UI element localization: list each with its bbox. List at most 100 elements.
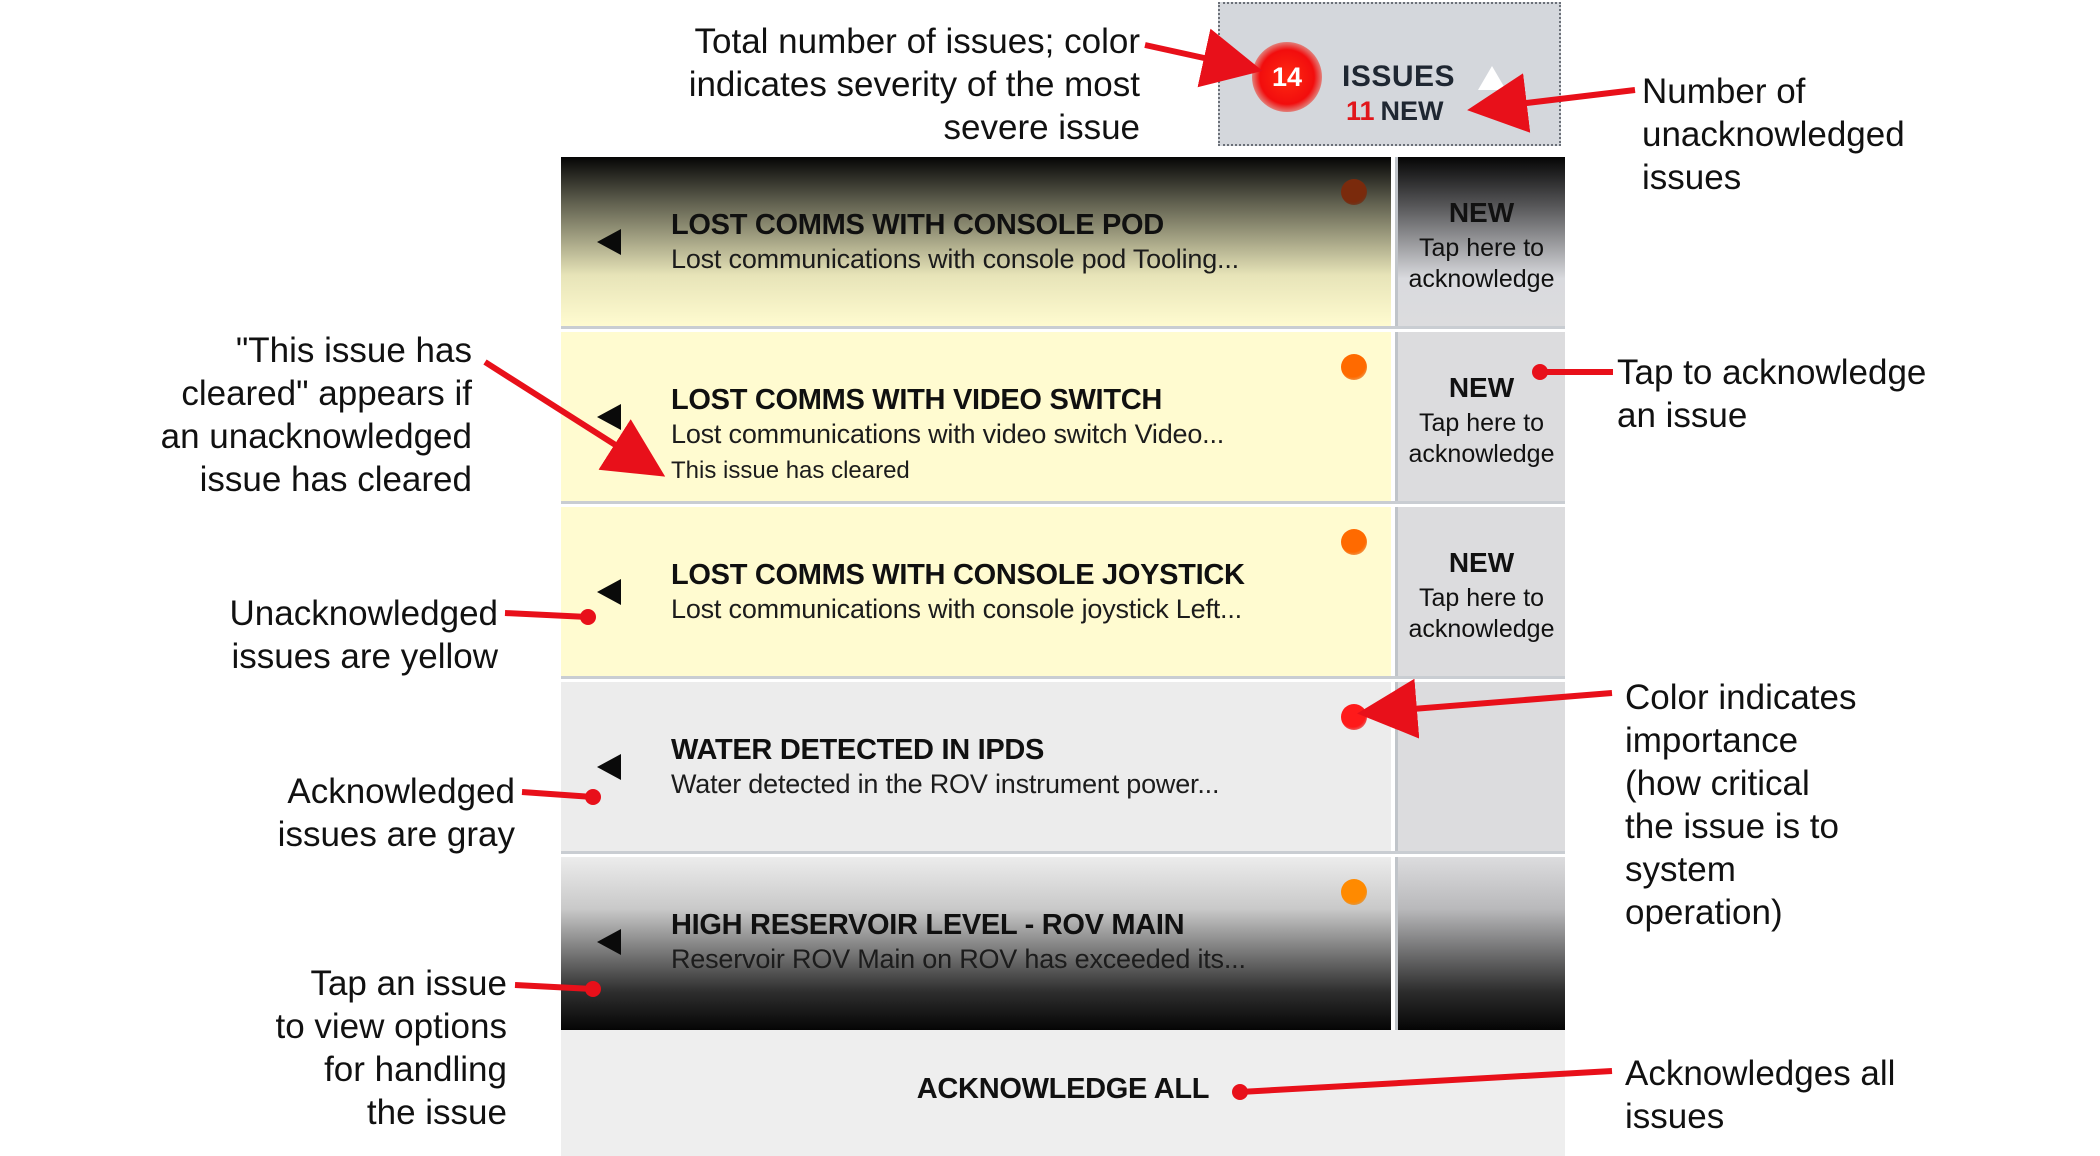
- issue-title: LOST COMMS WITH VIDEO SWITCH: [671, 384, 1163, 416]
- arrow-to-issue-row: [514, 982, 594, 992]
- severity-dot-icon: [1341, 354, 1367, 380]
- callout-line: to view options: [275, 1007, 507, 1046]
- callout-yellow-issues: Unacknowledged issues are yellow: [100, 592, 498, 678]
- issue-description: Lost communications with video switch Vi…: [671, 419, 1225, 449]
- callout-line: (how critical: [1625, 764, 1810, 803]
- issue-row-main[interactable]: LOST COMMS WITH CONSOLE POD Lost communi…: [561, 157, 1391, 326]
- issue-row: HIGH RESERVOIR LEVEL - ROV MAIN Reservoi…: [561, 857, 1565, 1030]
- callout-issue-cleared: "This issue has cleared" appears if an u…: [100, 329, 472, 501]
- callout-total-issues: Total number of issues; color indicates …: [600, 20, 1140, 149]
- callout-acknowledge-all: Acknowledges all issues: [1625, 1052, 2045, 1138]
- callout-line: indicates severity of the most: [688, 65, 1140, 104]
- ack-new-label: NEW: [1448, 547, 1515, 578]
- arrow-dot: [1532, 364, 1548, 380]
- callout-line: for handling: [324, 1050, 507, 1089]
- callout-color-importance: Color indicates importance (how critical…: [1625, 676, 2045, 934]
- issue-description: Reservoir ROV Main on ROV has exceeded i…: [671, 944, 1246, 974]
- acknowledge-button[interactable]: NEW Tap here to acknowledge: [1395, 332, 1565, 501]
- callout-line: Total number of issues; color: [694, 22, 1140, 61]
- callout-line: the issue is to: [1625, 807, 1839, 846]
- callout-line: Color indicates: [1625, 678, 1857, 717]
- callout-line: importance: [1625, 721, 1799, 760]
- issue-count-badge: 14: [1252, 42, 1322, 112]
- issue-row: LOST COMMS WITH CONSOLE POD Lost communi…: [561, 157, 1565, 329]
- ack-hint: Tap here to acknowledge: [1398, 583, 1565, 645]
- callout-tap-to-acknowledge: Tap to acknowledge an issue: [1617, 351, 2057, 437]
- callout-line: Number of: [1642, 72, 1806, 111]
- ack-hint-line: acknowledge: [1408, 615, 1555, 643]
- new-count: 11 NEW: [1346, 96, 1444, 127]
- acknowledge-all-button[interactable]: ACKNOWLEDGE ALL: [561, 1030, 1565, 1156]
- callout-line: an unacknowledged: [160, 417, 472, 456]
- left-arrow-icon: [597, 229, 621, 255]
- severity-dot-icon: [1341, 179, 1367, 205]
- callout-line: cleared" appears if: [181, 374, 472, 413]
- callout-line: issues: [1642, 158, 1742, 197]
- arrow-to-severity-dot: [1357, 678, 1613, 739]
- ack-hint: Tap here to acknowledge: [1398, 408, 1565, 470]
- issue-title: LOST COMMS WITH CONSOLE JOYSTICK: [671, 559, 1245, 591]
- acknowledge-button[interactable]: NEW Tap here to acknowledge: [1395, 507, 1565, 676]
- callout-line: the issue: [366, 1093, 507, 1132]
- ack-hint-line: Tap here to: [1418, 584, 1545, 612]
- issue-title: WATER DETECTED IN IPDS: [671, 734, 1045, 766]
- ack-new-label: NEW: [1448, 372, 1515, 403]
- arrow-to-gray-issue: [521, 789, 594, 800]
- ack-hint-line: acknowledge: [1408, 440, 1555, 468]
- arrow-dot: [585, 981, 601, 997]
- callout-line: Tap to acknowledge: [1617, 353, 1927, 392]
- issue-row-main[interactable]: LOST COMMS WITH VIDEO SWITCH Lost commun…: [561, 332, 1391, 501]
- issue-description: Lost communications with console joystic…: [671, 594, 1242, 624]
- issue-list-panel: LOST COMMS WITH CONSOLE POD Lost communi…: [561, 157, 1565, 1156]
- issue-description: Water detected in the ROV instrument pow…: [671, 769, 1220, 799]
- issue-title: HIGH RESERVOIR LEVEL - ROV MAIN: [671, 909, 1185, 941]
- ack-hint-line: acknowledge: [1408, 265, 1555, 293]
- callout-line: an issue: [1617, 396, 1748, 435]
- issue-row: LOST COMMS WITH VIDEO SWITCH Lost commun…: [561, 332, 1565, 504]
- callout-line: unacknowledged: [1642, 115, 1905, 154]
- issue-cleared-text: This issue has cleared: [671, 457, 910, 484]
- left-arrow-icon: [597, 754, 621, 780]
- new-count-number: 11: [1346, 96, 1375, 126]
- callout-line: "This issue has: [235, 331, 472, 370]
- arrow-to-new-count: [1467, 73, 1636, 133]
- left-arrow-icon: [597, 929, 621, 955]
- callout-gray-issues: Acknowledged issues are gray: [100, 770, 515, 856]
- arrow-to-issue-badge: [1144, 28, 1263, 88]
- issue-row: WATER DETECTED IN IPDS Water detected in…: [561, 682, 1565, 854]
- severity-dot-icon: [1341, 879, 1367, 905]
- issue-row-main[interactable]: HIGH RESERVOIR LEVEL - ROV MAIN Reservoi…: [561, 857, 1391, 1030]
- callout-line: issue has cleared: [199, 460, 472, 499]
- arrow-to-acknowledge-all: [1239, 1068, 1613, 1095]
- callout-line: issues are gray: [277, 815, 515, 854]
- severity-dot-icon: [1341, 529, 1367, 555]
- ack-hint-line: Tap here to: [1418, 409, 1545, 437]
- callout-line: Tap an issue: [310, 964, 507, 1003]
- callout-tap-issue: Tap an issue to view options for handlin…: [100, 962, 507, 1134]
- callout-line: Acknowledged: [287, 772, 515, 811]
- acknowledged-cell: [1395, 857, 1565, 1030]
- callout-line: Acknowledges all: [1625, 1054, 1896, 1093]
- ack-hint-line: Tap here to: [1418, 234, 1545, 262]
- issue-row-main[interactable]: WATER DETECTED IN IPDS Water detected in…: [561, 682, 1391, 851]
- issue-description: Lost communications with console pod Too…: [671, 244, 1239, 274]
- callout-unacknowledged-count: Number of unacknowledged issues: [1642, 70, 2042, 199]
- arrow-to-yellow-issue: [504, 610, 589, 620]
- callout-line: Unacknowledged: [229, 594, 498, 633]
- callout-line: operation): [1625, 893, 1783, 932]
- acknowledge-button[interactable]: NEW Tap here to acknowledge: [1395, 157, 1565, 326]
- arrow-dot: [1232, 1084, 1248, 1100]
- issue-row-main[interactable]: LOST COMMS WITH CONSOLE JOYSTICK Lost co…: [561, 507, 1391, 676]
- issue-row: LOST COMMS WITH CONSOLE JOYSTICK Lost co…: [561, 507, 1565, 679]
- callout-line: system: [1625, 850, 1736, 889]
- callout-line: issues are yellow: [231, 637, 499, 676]
- new-count-label: NEW: [1380, 96, 1444, 126]
- left-arrow-icon: [597, 579, 621, 605]
- callout-line: severe issue: [943, 108, 1140, 147]
- issue-title: LOST COMMS WITH CONSOLE POD: [671, 209, 1164, 241]
- ack-new-label: NEW: [1448, 197, 1515, 228]
- ack-hint: Tap here to acknowledge: [1398, 233, 1565, 295]
- arrow-dot: [580, 609, 596, 625]
- issues-title: ISSUES: [1342, 60, 1456, 93]
